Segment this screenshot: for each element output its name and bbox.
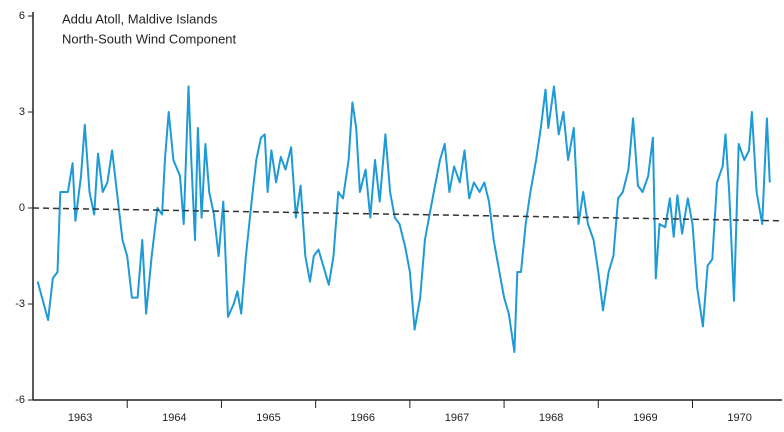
y-tick-label: 0 — [19, 202, 25, 214]
chart-title: Addu Atoll, Maldive Islands — [62, 11, 218, 26]
x-tick-label: 1965 — [256, 412, 280, 424]
x-tick-label: 1967 — [445, 412, 469, 424]
x-tick-label: 1968 — [539, 412, 563, 424]
x-tick-label: 1966 — [351, 412, 375, 424]
y-tick-label: 3 — [19, 106, 25, 118]
chart-subtitle: North-South Wind Component — [62, 31, 237, 46]
y-tick-label: -6 — [15, 394, 25, 406]
x-tick-label: 1963 — [68, 412, 92, 424]
x-tick-label: 1969 — [633, 412, 657, 424]
data-line — [36, 85, 771, 353]
trend-line — [32, 207, 783, 222]
x-tick-label: 1970 — [727, 412, 751, 424]
y-tick-label: -3 — [15, 298, 25, 310]
y-tick-label: 6 — [19, 10, 25, 22]
x-tick-label: 1964 — [162, 412, 186, 424]
